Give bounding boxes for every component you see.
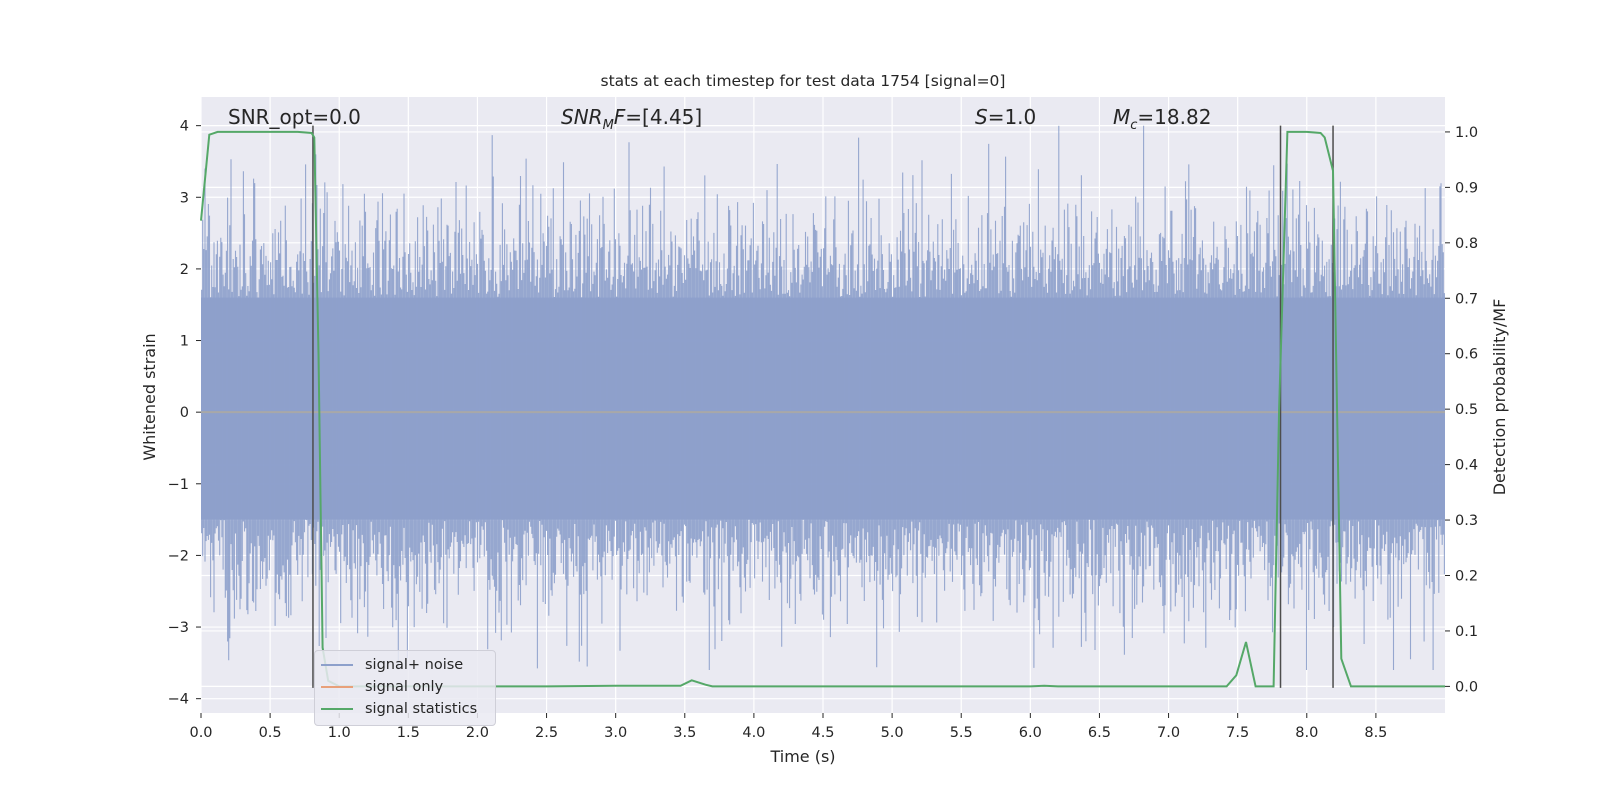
series-signal-noise	[201, 125, 1445, 670]
legend-label: signal statistics	[365, 701, 478, 717]
legend-swatch-signal-only	[321, 686, 353, 688]
y-tick-label-left: 0	[180, 405, 189, 421]
x-tick-label: 7.5	[1226, 725, 1249, 741]
y-tick-label-right: 0.1	[1455, 624, 1478, 640]
x-tick-label: 4.5	[811, 725, 834, 741]
noise-core-band	[201, 297, 1445, 520]
x-tick-label: 8.5	[1364, 725, 1387, 741]
y-tick-label-right: 1.0	[1455, 125, 1478, 141]
y-tick-label-right: 0.6	[1455, 347, 1478, 363]
legend-swatch-signal-statistics	[321, 708, 353, 710]
x-tick-label: 3.5	[673, 725, 696, 741]
annotation-snr-opt: SNR_opt=0.0	[228, 105, 361, 129]
annotation-mc: Mc=18.82	[1113, 105, 1211, 133]
y-tick-label-left: −2	[168, 548, 189, 564]
y-tick-label-right: 0.7	[1455, 291, 1478, 307]
x-tick-label: 8.0	[1295, 725, 1318, 741]
y-tick-label-left: −3	[168, 620, 189, 636]
x-axis-label: Time (s)	[769, 747, 835, 766]
y-tick-label-left: 3	[180, 190, 189, 206]
series-signal-statistics	[200, 130, 1445, 688]
legend-item-signal-statistics: signal statistics	[321, 699, 477, 719]
x-tick-label: 2.5	[535, 725, 558, 741]
legend: signal+ noise signal only signal statist…	[314, 650, 496, 726]
x-tick-label: 6.0	[1019, 725, 1042, 741]
x-tick-label: 7.0	[1157, 725, 1180, 741]
y-tick-label-right: 0.8	[1455, 236, 1478, 252]
y-tick-label-right: 0.0	[1455, 679, 1478, 695]
y-tick-label-right: 0.2	[1455, 568, 1478, 584]
signal-statistics-line	[200, 130, 1445, 688]
y-tick-label-right: 0.4	[1455, 458, 1478, 474]
legend-label: signal+ noise	[365, 657, 464, 673]
y-tick-label-right: 0.3	[1455, 513, 1478, 529]
y-axis-label-left: Whitened strain	[140, 333, 159, 460]
legend-item-signal-only: signal only	[321, 677, 443, 697]
y-tick-label-left: 1	[180, 334, 189, 350]
x-tick-label: 5.0	[881, 725, 904, 741]
y-axis-label-right: Detection probability/MF	[1490, 299, 1509, 496]
legend-swatch-signal-noise	[321, 664, 353, 666]
y-tick-label-left: −4	[168, 692, 189, 708]
axis-ticks: 0.0 0.5 1.0 1.5 2.0 2.5 3.0 3.5 4.0 4.5 5.0 5.5 6.0 6…	[168, 119, 1478, 741]
y-tick-label-left: 2	[180, 262, 189, 278]
y-tick-label-left: 4	[180, 119, 189, 135]
x-tick-label: 1.0	[328, 725, 351, 741]
y-tick-label-right: 0.9	[1455, 180, 1478, 196]
annotation-snr-mf: SNRMF=[4.45]	[561, 105, 702, 133]
legend-item-signal-noise: signal+ noise	[321, 655, 463, 675]
annotation-s: S=1.0	[975, 105, 1036, 129]
chart-title: stats at each timestep for test data 175…	[601, 72, 1006, 90]
legend-label: signal only	[365, 679, 444, 695]
x-tick-label: 1.5	[397, 725, 420, 741]
x-tick-label: 0.0	[189, 725, 212, 741]
y-tick-label-right: 0.5	[1455, 402, 1478, 418]
x-tick-label: 2.0	[466, 725, 489, 741]
x-tick-label: 5.5	[950, 725, 973, 741]
x-tick-label: 0.5	[259, 725, 282, 741]
y-tick-label-left: −1	[168, 477, 189, 493]
x-tick-label: 3.0	[604, 725, 627, 741]
x-tick-label: 4.0	[742, 725, 765, 741]
x-tick-label: 6.5	[1088, 725, 1111, 741]
